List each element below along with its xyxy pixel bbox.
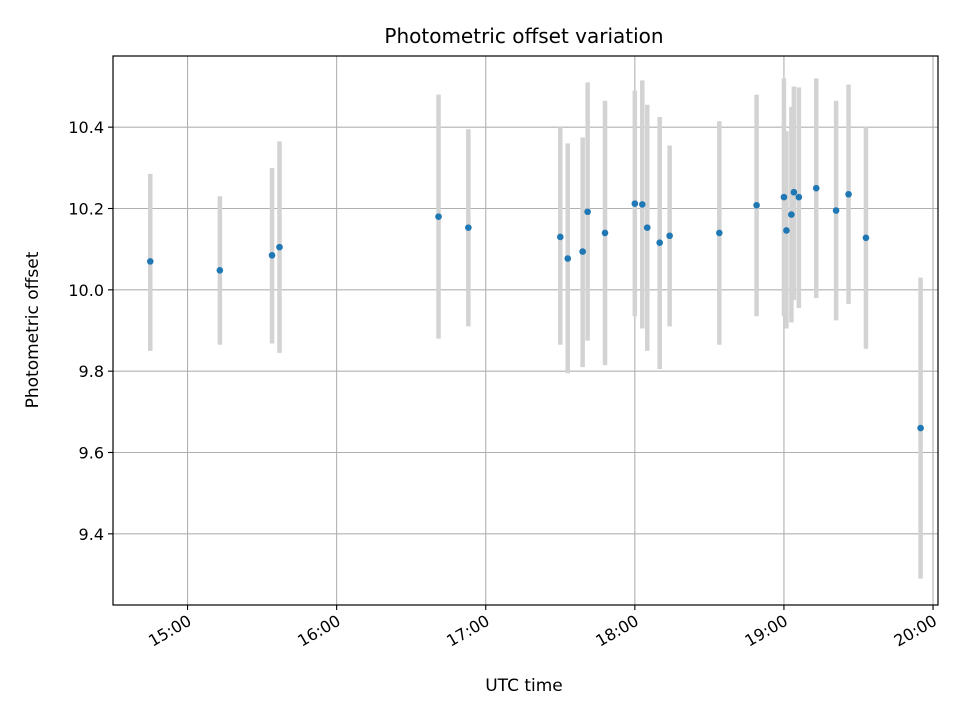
x-tick-label: 20:00	[891, 611, 940, 651]
data-point	[812, 184, 820, 192]
y-tick-label: 9.4	[79, 525, 104, 544]
data-point	[788, 211, 795, 218]
data-point	[276, 243, 283, 251]
data-point	[780, 193, 788, 201]
data-point	[146, 258, 154, 265]
data-point	[862, 234, 870, 242]
data-point	[917, 424, 924, 432]
data-point	[556, 233, 564, 241]
data-point	[638, 201, 646, 208]
data-point	[584, 208, 591, 216]
y-axis: 9.4 9.6 9.8 10.0 10.2 10.4	[68, 118, 113, 544]
data-point	[643, 224, 651, 231]
data-points	[146, 184, 924, 432]
data-point	[435, 213, 442, 220]
error-bars	[148, 78, 923, 579]
x-tick-label: 15:00	[145, 611, 194, 651]
data-point	[666, 232, 673, 240]
plot-frame	[112, 55, 939, 606]
y-axis-title: Photometric offset	[23, 251, 43, 408]
data-point	[716, 229, 723, 237]
y-tick-label: 10.2	[68, 200, 104, 219]
x-axis-title: UTC time	[485, 676, 563, 696]
data-point	[845, 190, 852, 198]
y-tick-label: 9.6	[79, 444, 104, 463]
x-tick-label: 18:00	[592, 611, 641, 651]
data-point	[216, 267, 224, 274]
data-point	[795, 193, 803, 201]
data-point	[656, 239, 663, 246]
data-point	[790, 188, 798, 196]
x-tick-label: 17:00	[443, 611, 492, 651]
data-point	[631, 200, 639, 207]
data-point	[601, 229, 609, 237]
x-tick-label: 19:00	[742, 611, 791, 651]
x-tick-label: 16:00	[294, 611, 343, 651]
y-tick-label: 10.0	[68, 281, 104, 300]
data-point	[268, 251, 276, 259]
data-point	[564, 255, 572, 262]
chart-title: Photometric offset variation	[384, 24, 663, 48]
y-tick-label: 9.8	[79, 362, 104, 381]
data-point	[465, 224, 472, 231]
data-point	[753, 201, 760, 209]
y-tick-label: 10.4	[68, 118, 104, 137]
x-axis: 15:00 16:00 17:00 18:00 19:00 20:00	[145, 605, 940, 651]
data-point	[579, 248, 586, 255]
data-point	[783, 227, 790, 234]
data-point	[832, 207, 840, 214]
